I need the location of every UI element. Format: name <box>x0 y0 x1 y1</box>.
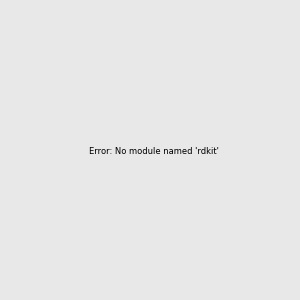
Text: Error: No module named 'rdkit': Error: No module named 'rdkit' <box>89 147 219 156</box>
